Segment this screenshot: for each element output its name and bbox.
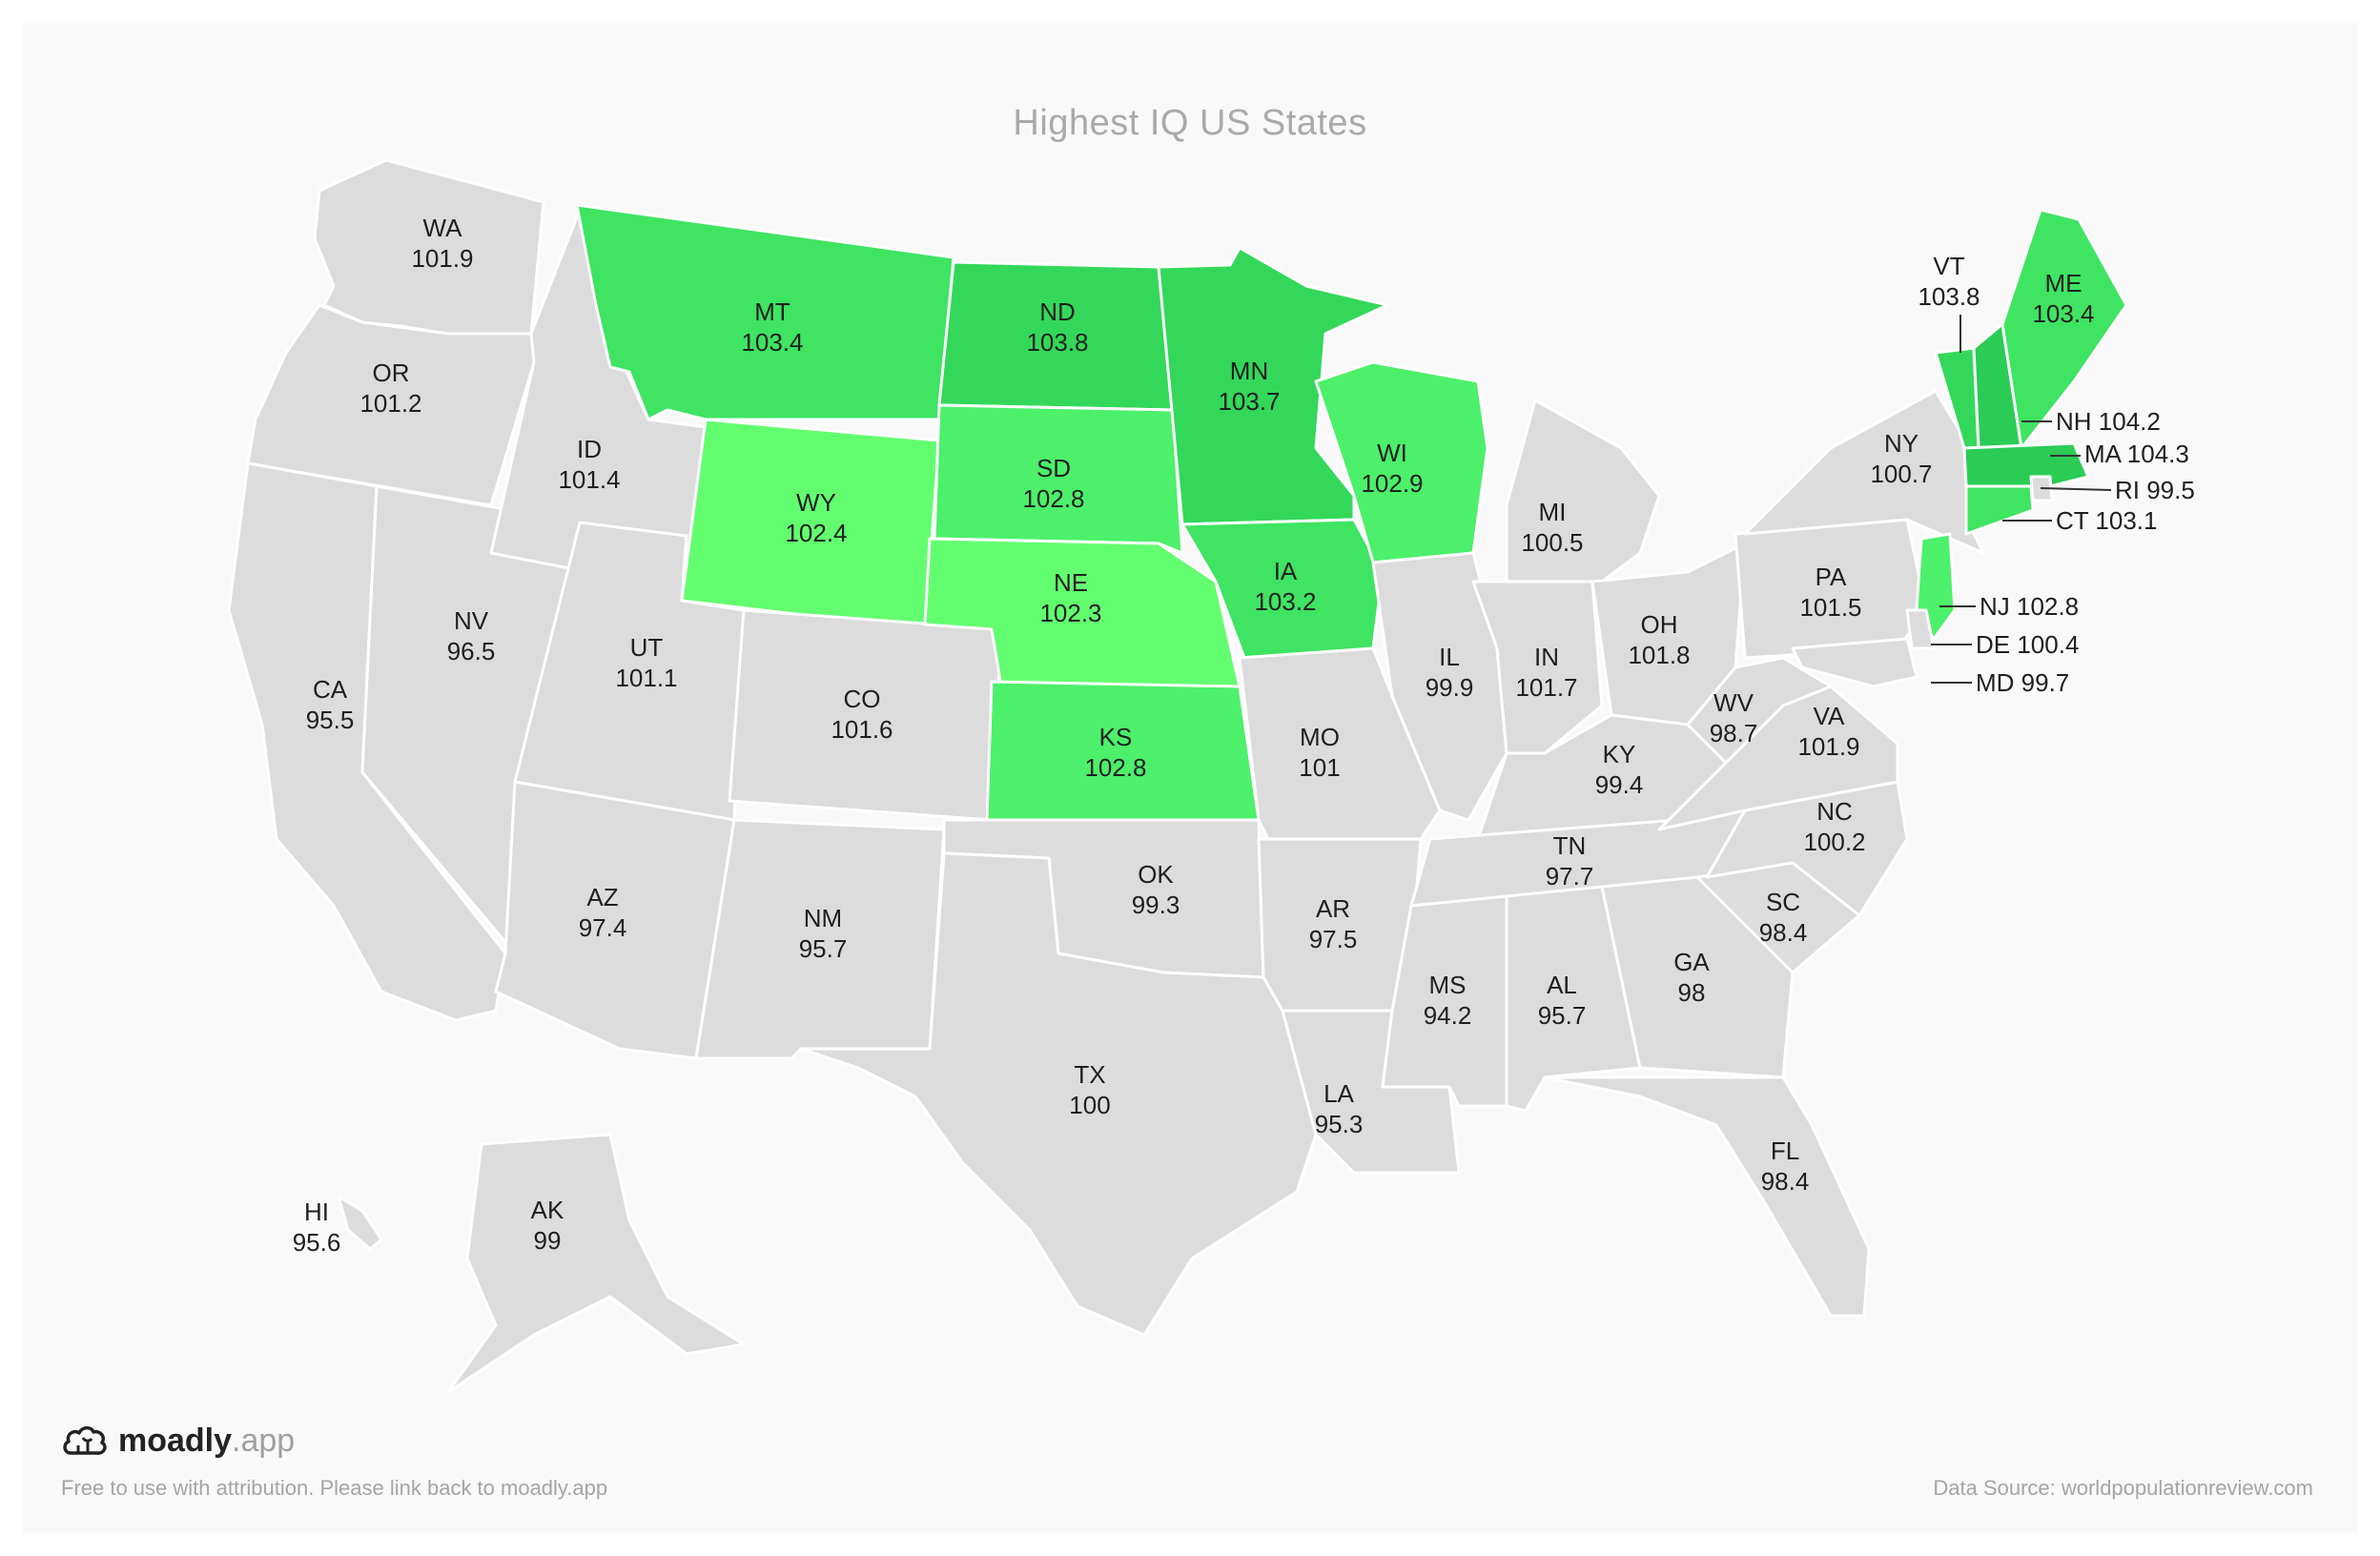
state-or[interactable]: [246, 303, 536, 507]
state-label-sc: SC 98.4: [1759, 888, 1808, 947]
state-ct[interactable]: [1964, 484, 2035, 536]
state-label-ky: KY 99.4: [1595, 740, 1644, 799]
attribution-text: Free to use with attribution. Please lin…: [61, 1476, 608, 1500]
state-label-mi: MI 100.5: [1521, 498, 1583, 557]
state-label-or: OR 101.2: [359, 358, 421, 418]
state-il[interactable]: [1371, 551, 1508, 822]
brand-logo[interactable]: moadly.app: [61, 1423, 295, 1460]
state-label-ny: NY 100.7: [1870, 429, 1932, 488]
state-label-wy: WY 102.4: [785, 488, 847, 547]
state-tx[interactable]: [799, 851, 1318, 1337]
map-title: Highest IQ US States: [1013, 103, 1367, 143]
state-ak[interactable]: [446, 1133, 746, 1394]
state-wi[interactable]: [1314, 360, 1489, 564]
state-de[interactable]: [1905, 608, 1936, 650]
leader-line-ri: [2040, 487, 2112, 491]
state-md[interactable]: [1791, 637, 1918, 688]
state-label-nc: NC 100.2: [1803, 797, 1865, 856]
state-label-oh: OH 101.8: [1628, 610, 1690, 669]
state-label-md: MD 99.7: [1976, 668, 2069, 697]
state-label-in: IN 101.7: [1515, 643, 1577, 702]
state-label-ri: RI 99.5: [2115, 476, 2195, 504]
state-label-la: LA 95.3: [1315, 1079, 1364, 1138]
state-ma[interactable]: [1962, 441, 2090, 493]
state-label-ia: IA 103.2: [1254, 557, 1316, 616]
state-label-de: DE 100.4: [1976, 630, 2079, 659]
state-label-vt: VT 103.8: [1918, 252, 1980, 311]
state-label-ok: OK 99.3: [1132, 860, 1180, 919]
state-label-nh: NH 104.2: [2056, 407, 2161, 436]
state-label-me: ME 103.4: [2032, 269, 2094, 328]
state-label-ga: GA 98: [1673, 948, 1710, 1007]
state-label-nm: NM 95.7: [799, 904, 848, 963]
state-label-wa: WA 101.9: [411, 214, 473, 273]
state-label-mt: MT 103.4: [741, 297, 803, 357]
state-label-ms: MS 94.2: [1424, 971, 1472, 1030]
state-label-az: AZ 97.4: [579, 883, 627, 942]
state-label-pa: PA 101.5: [1799, 563, 1861, 622]
state-label-il: IL 99.9: [1426, 643, 1474, 702]
state-label-ma: MA 104.3: [2084, 440, 2189, 468]
data-source-text: Data Source: worldpopulationreview.com: [1933, 1476, 2313, 1500]
brand-wordmark: moadly.app: [118, 1423, 296, 1459]
state-mi[interactable]: [1505, 399, 1661, 584]
state-label-nv: NV 96.5: [447, 606, 496, 665]
state-ga[interactable]: [1600, 875, 1795, 1079]
state-hi[interactable]: [337, 1195, 383, 1251]
state-wv[interactable]: [1686, 656, 1833, 765]
state-label-fl: FL 98.4: [1761, 1136, 1810, 1196]
state-mo[interactable]: [1238, 646, 1442, 841]
state-label-sd: SD 102.8: [1022, 454, 1084, 513]
state-label-ak: AK 99: [531, 1196, 564, 1255]
state-label-al: AL 95.7: [1538, 971, 1587, 1030]
state-label-wi: WI 102.9: [1361, 439, 1423, 498]
state-sd[interactable]: [933, 403, 1184, 555]
state-fl[interactable]: [1543, 1075, 1871, 1318]
state-label-co: CO 101.6: [831, 685, 892, 744]
state-label-ca: CA 95.5: [306, 675, 355, 734]
state-label-tn: TN 97.7: [1546, 831, 1594, 891]
state-label-tx: TX 100: [1069, 1060, 1110, 1119]
state-label-mo: MO 101: [1299, 723, 1340, 782]
state-label-ut: UT 101.1: [615, 633, 677, 692]
state-label-ar: AR 97.5: [1309, 894, 1358, 953]
state-label-nd: ND 103.8: [1026, 297, 1088, 357]
state-label-ne: NE 102.3: [1039, 568, 1101, 627]
state-label-nj: NJ 102.8: [1980, 592, 2079, 621]
state-label-mn: MN 103.7: [1218, 357, 1280, 416]
state-label-wv: WV 98.7: [1710, 688, 1758, 747]
state-label-hi: HI 95.6: [293, 1198, 341, 1257]
state-label-ks: KS 102.8: [1084, 723, 1146, 782]
state-label-va: VA 101.9: [1797, 702, 1859, 761]
state-label-ct: CT 103.1: [2056, 506, 2157, 535]
state-label-id: ID 101.4: [558, 435, 620, 494]
brain-icon: [63, 1425, 107, 1455]
